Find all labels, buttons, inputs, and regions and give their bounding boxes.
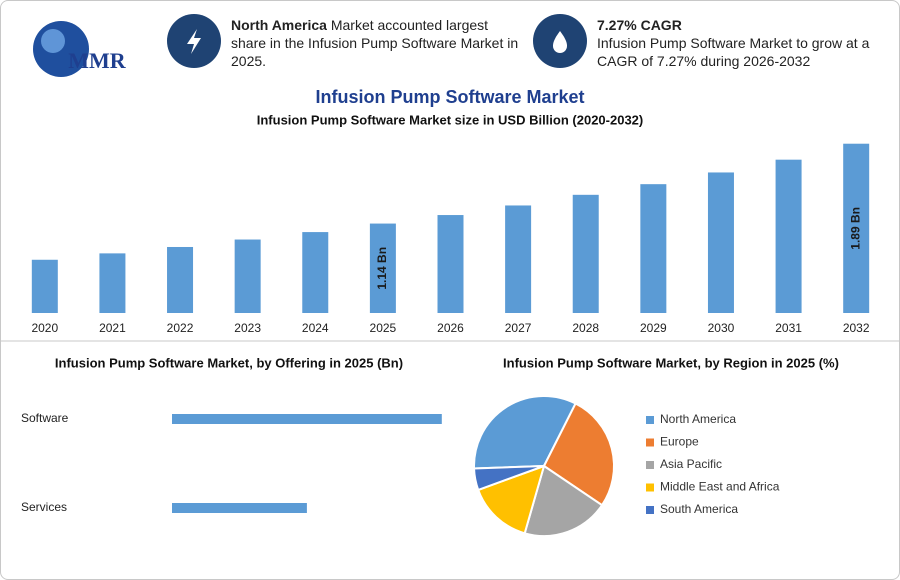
stat-body: Infusion Pump Software Market to grow at… — [597, 35, 870, 69]
y-tick-label: Services — [21, 500, 67, 514]
stat-title: 7.27% CAGR — [597, 17, 682, 33]
stat-title: North America — [231, 17, 327, 33]
x-tick-label: 2025 — [370, 321, 397, 335]
x-tick-label: 2032 — [843, 321, 870, 335]
value-label: 1.14 Bn — [375, 247, 389, 290]
legend-swatch — [646, 461, 654, 469]
bar — [640, 184, 667, 313]
pie-slice — [476, 464, 546, 535]
bar — [843, 143, 870, 313]
legend-label: North America — [660, 412, 736, 426]
x-tick-label: 2026 — [437, 321, 464, 335]
legend-swatch — [646, 506, 654, 514]
bar — [369, 223, 396, 313]
pie-slice — [523, 464, 604, 537]
x-tick-label: 2024 — [302, 321, 329, 335]
bar — [707, 172, 734, 313]
pie-slice — [473, 395, 577, 470]
chart-title: Infusion Pump Software Market, by Region… — [503, 355, 839, 370]
legend-swatch — [646, 438, 654, 447]
bar — [99, 253, 126, 313]
bar — [505, 205, 532, 313]
x-tick-label: 2027 — [505, 321, 532, 335]
chart-title: Infusion Pump Software Market, by Offeri… — [55, 355, 403, 370]
x-tick-label: 2022 — [167, 321, 194, 335]
bar — [572, 194, 599, 313]
x-tick-label: 2031 — [775, 321, 802, 335]
logo-globe-shine — [41, 29, 65, 53]
legend-label: Middle East and Africa — [660, 480, 780, 494]
pie-slice — [473, 465, 545, 492]
x-tick-label: 2028 — [572, 321, 599, 335]
x-tick-label: 2020 — [31, 321, 58, 335]
bar — [167, 246, 194, 313]
legend-label: Asia Pacific — [660, 457, 722, 471]
bar — [437, 215, 464, 313]
value-label: 1.89 Bn — [848, 207, 862, 250]
legend-label: South America — [660, 502, 738, 516]
stat-icon-glyph — [553, 31, 567, 53]
stat-icon-glyph — [187, 29, 201, 54]
bar — [234, 239, 261, 313]
page-title: Infusion Pump Software Market — [315, 87, 584, 107]
legend-label: Europe — [660, 435, 699, 449]
bar — [775, 159, 802, 313]
chart-title: Infusion Pump Software Market size in US… — [257, 112, 643, 127]
bar — [172, 414, 442, 424]
x-tick-label: 2029 — [640, 321, 667, 335]
stat-text: 7.27% CAGR Infusion Pump Software Market … — [597, 16, 882, 70]
x-tick-label: 2030 — [708, 321, 735, 335]
stat-body: Market accounted largest share in the In… — [231, 17, 519, 69]
bar — [302, 232, 329, 313]
x-tick-label: 2023 — [234, 321, 261, 335]
bar — [172, 503, 307, 513]
stat-text: North America Market accounted largest s… — [231, 16, 521, 70]
legend-swatch — [646, 483, 654, 492]
logo-text: MMR — [68, 48, 127, 73]
pie-slice — [542, 402, 615, 507]
bar — [31, 259, 58, 313]
y-tick-label: Software — [21, 411, 69, 425]
legend-swatch — [646, 416, 654, 424]
x-tick-label: 2021 — [99, 321, 126, 335]
